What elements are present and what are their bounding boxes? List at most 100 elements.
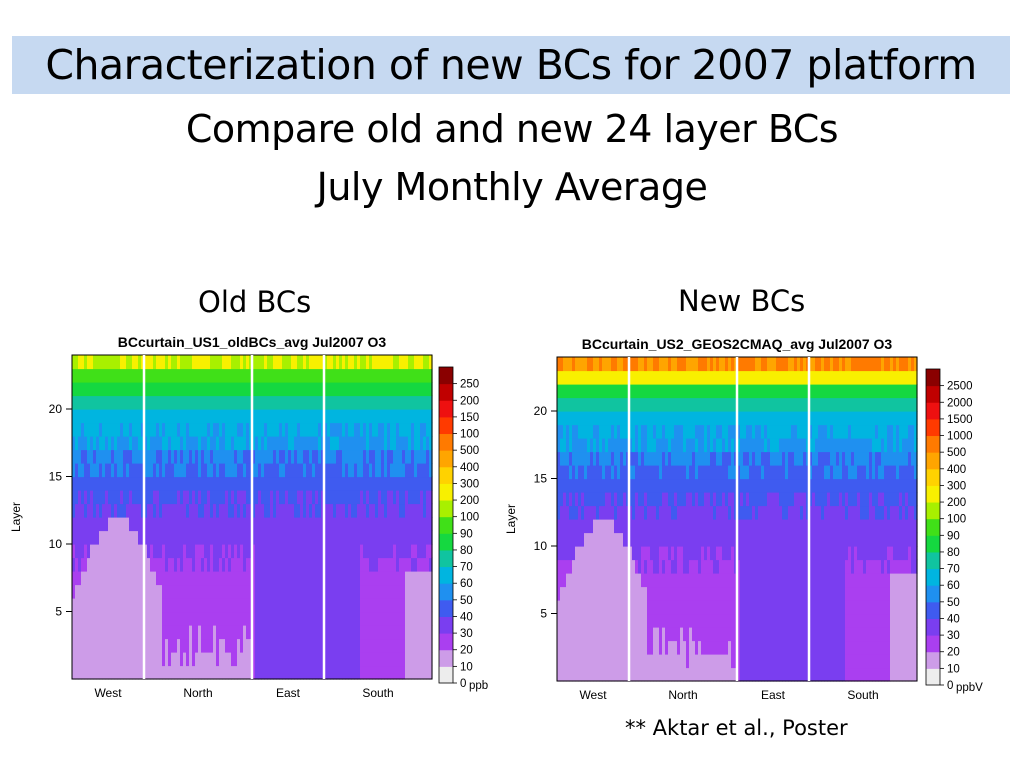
heatmap-cell [722,573,726,588]
heatmap-cell [75,476,79,491]
heatmap-cell [420,368,424,383]
heatmap-cell [767,451,771,466]
heatmap-cell [707,411,711,426]
heatmap-cell [674,640,678,655]
heatmap-cell [584,451,588,466]
heatmap-cell [255,517,259,532]
heatmap-cell [644,451,648,466]
heatmap-cell [767,370,771,385]
x-tick-label: East [276,686,301,700]
heatmap-cell [87,598,91,613]
heatmap-cell [393,598,397,613]
heatmap-cell [135,571,139,586]
heatmap-cell [162,625,166,640]
heatmap-cell [698,667,702,682]
heatmap-cell [761,438,765,453]
heatmap-cell [402,368,406,383]
heatmap-cell [336,530,340,545]
heatmap-cell [764,397,768,412]
heatmap-cell [779,627,783,642]
heatmap-cell [557,478,561,493]
heatmap-cell [234,652,238,667]
heatmap-cell [623,397,627,412]
heatmap-cell [725,600,729,615]
heatmap-cell [587,384,591,399]
heatmap-cell [180,490,184,505]
heatmap-cell [689,573,693,588]
heatmap-cell [587,478,591,493]
heatmap-cell [767,654,771,669]
heatmap-cell [174,571,178,586]
heatmap-cell [737,600,741,615]
heatmap-cell [126,395,130,410]
heatmap-cell [785,654,789,669]
heatmap-cell [123,530,127,545]
heatmap-cell [638,573,642,588]
heatmap-cell [207,436,211,451]
heatmap-cell [84,665,88,680]
heatmap-cell [288,449,292,464]
heatmap-cell [165,422,169,437]
heatmap-cell [210,476,214,491]
heatmap-cell [785,640,789,655]
heatmap-cell [677,357,681,372]
heatmap-cell [566,573,570,588]
heatmap-cell [174,544,178,559]
heatmap-cell [599,532,603,547]
heatmap-cell [791,640,795,655]
heatmap-cell [728,627,732,642]
heatmap-cell [390,517,394,532]
heatmap-cell [689,546,693,561]
heatmap-cell [776,640,780,655]
heatmap-cell [393,517,397,532]
heatmap-cell [183,436,187,451]
heatmap-cell [330,544,334,559]
heatmap-cell [788,478,792,493]
heatmap-cell [312,584,316,599]
heatmap-cell [111,517,115,532]
heatmap-cell [417,638,421,653]
heatmap-cell [132,611,136,626]
heatmap-cell [177,503,181,518]
heatmap-cell [653,586,657,601]
heatmap-cell [683,600,687,615]
heatmap-cell [614,613,618,628]
heatmap-cell [84,517,88,532]
heatmap-cell [252,517,256,532]
heatmap-cell [108,368,112,383]
heatmap-cell [318,584,322,599]
heatmap-cell [740,559,744,574]
heatmap-cell [713,573,717,588]
heatmap-cell [255,463,259,478]
heatmap-cell [647,546,651,561]
heatmap-cell [159,611,163,626]
heatmap-cell [213,436,217,451]
heatmap-cell [737,478,741,493]
heatmap-cell [393,557,397,572]
heatmap-cell [78,544,82,559]
heatmap-cell [339,436,343,451]
heatmap-cell [399,517,403,532]
heatmap-cell [333,503,337,518]
heatmap-cell [267,665,271,680]
heatmap-cell [177,611,181,626]
heatmap-cell [381,476,385,491]
x-tick-label: North [183,686,212,700]
heatmap-cell [797,397,801,412]
heatmap-cell [324,395,328,410]
heatmap-cell [803,505,807,520]
heatmap-cell [111,463,115,478]
heatmap-cell [348,557,352,572]
heatmap-cell [168,571,172,586]
heatmap-cell [303,382,307,397]
heatmap-cell [369,368,373,383]
heatmap-cell [593,640,597,655]
heatmap-cell [315,638,319,653]
heatmap-cell [372,611,376,626]
heatmap-cell [396,665,400,680]
heatmap-cell [213,530,217,545]
heatmap-cell [620,519,624,534]
heatmap-cell [117,449,121,464]
heatmap-cell [222,490,226,505]
heatmap-cell [773,411,777,426]
